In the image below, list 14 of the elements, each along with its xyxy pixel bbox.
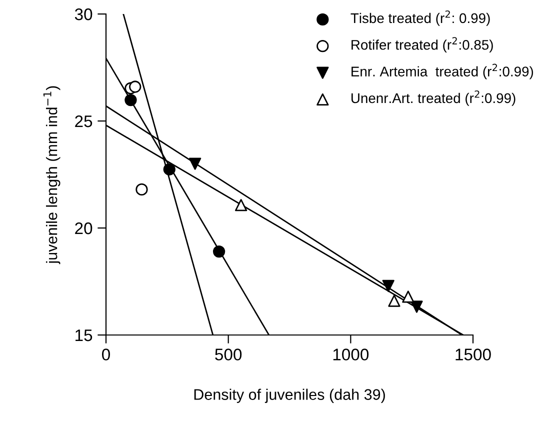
legend-label: Tisbe treated (r$^{2}$: 0.99) xyxy=(350,10,490,26)
x-tick-label: 0 xyxy=(102,348,110,360)
x-tick-label: 1000 xyxy=(333,348,369,360)
legend-label: Enr. Artemia treated (r$^{2}$:0.99) xyxy=(352,64,534,80)
legend-label: Unenr.Art. treated (r$^{2}$:0.99) xyxy=(352,90,516,106)
legend-label: Rotifer treated (r$^{2}$:0.85) xyxy=(352,37,493,53)
x-axis-title: Density of juveniles (dah 39) xyxy=(194,388,385,403)
y-tick-label: 25 xyxy=(75,115,92,128)
y-tick-label: 20 xyxy=(75,222,92,234)
y-tick-label: 15 xyxy=(76,330,92,342)
x-tick-label: 1500 xyxy=(456,348,491,360)
y-axis-title: juvenile length (mm ind$^{−1}$) xyxy=(43,86,60,264)
x-tick-label: 500 xyxy=(215,348,242,360)
y-tick-label: 30 xyxy=(74,8,92,20)
